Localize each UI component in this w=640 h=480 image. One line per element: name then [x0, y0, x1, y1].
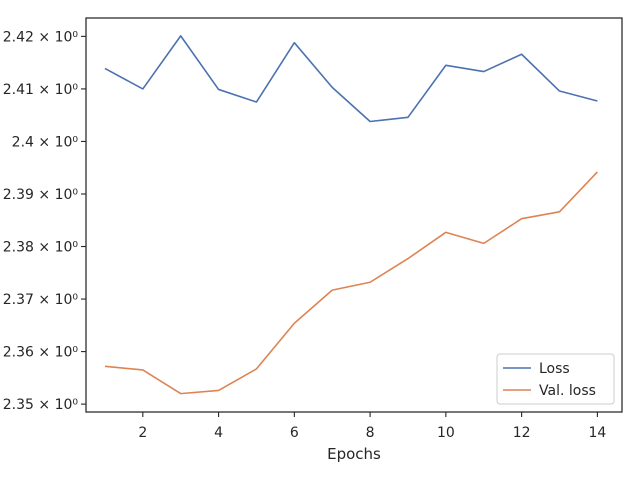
x-tick-label: 10	[437, 425, 455, 441]
x-tick-label: 8	[366, 425, 375, 441]
legend-label: Loss	[539, 361, 570, 377]
x-tick-label: 12	[513, 425, 531, 441]
series-layer	[104, 35, 598, 395]
x-tick-label: 2	[138, 425, 147, 441]
y-tick-label: 2.42 × 10⁰	[3, 29, 79, 45]
x-tick-label: 4	[214, 425, 223, 441]
y-tick-label: 2.4 × 10⁰	[12, 134, 79, 150]
y-axis-ticks: 2.35 × 10⁰ 2.36 × 10⁰ 2.37 × 10⁰ 2.38 × 10⁰…	[3, 29, 86, 413]
y-tick-label: 2.39 × 10⁰	[3, 187, 79, 203]
y-tick-label: 2.37 × 10⁰	[3, 292, 79, 308]
y-tick-label: 2.36 × 10⁰	[3, 345, 79, 361]
plot-frame	[85, 17, 623, 413]
legend: Loss Val. loss	[496, 353, 615, 405]
x-axis-label: Epochs	[327, 445, 381, 463]
x-axis-ticks: 2 4 6 8 10 12 14	[138, 412, 606, 441]
y-tick-label: 2.35 × 10⁰	[3, 397, 79, 413]
x-tick-label: 14	[588, 425, 606, 441]
legend-label: Val. loss	[539, 383, 596, 399]
series-line-loss	[104, 35, 598, 123]
x-tick-label: 6	[290, 425, 299, 441]
y-tick-label: 2.38 × 10⁰	[3, 240, 79, 256]
legend-box	[496, 353, 615, 405]
series-line-val-loss	[104, 171, 598, 395]
y-tick-label: 2.41 × 10⁰	[3, 82, 79, 98]
